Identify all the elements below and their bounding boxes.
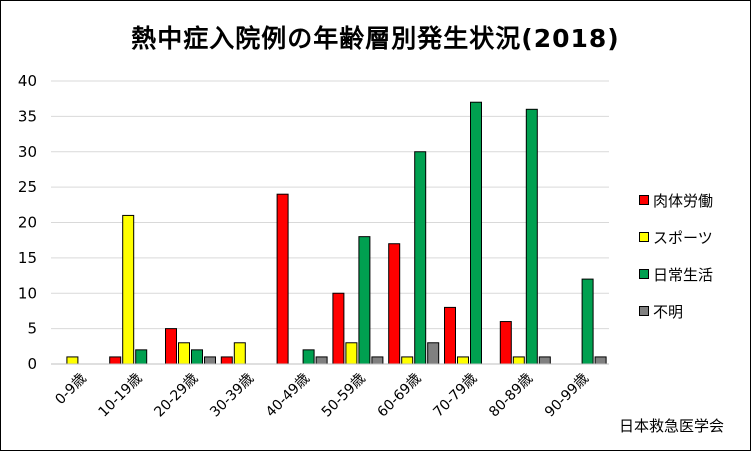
- bar: [499, 321, 512, 365]
- y-tick-label: 15: [18, 249, 37, 267]
- x-axis-ticks: 0-9歳 10-19歳 20-29歳 30-39歳 40-49歳 50-59歳 60-69歳…: [52, 371, 592, 421]
- y-tick-label: 40: [18, 72, 37, 90]
- x-tick-label: 60-69歳: [375, 371, 425, 421]
- x-tick-label: 40-49歳: [263, 371, 313, 421]
- legend: 肉体労働 スポーツ 日常生活 不明: [639, 191, 713, 339]
- bar: [191, 349, 203, 365]
- gridlines: [51, 80, 609, 330]
- bar: [581, 278, 594, 365]
- bar: [444, 306, 456, 365]
- legend-item-sports: スポーツ: [639, 228, 713, 247]
- bar: [512, 356, 525, 365]
- legend-swatch-sports: [639, 232, 649, 242]
- legend-swatch-manual-labor: [639, 195, 649, 205]
- x-tick-label: 20-29歳: [151, 371, 201, 421]
- y-tick-label: 0: [27, 355, 37, 373]
- bar: [220, 356, 233, 365]
- legend-label-daily-life: 日常生活: [653, 265, 714, 284]
- source-credit: 日本救急医学会: [618, 417, 724, 435]
- y-tick-label: 35: [18, 107, 37, 125]
- y-tick-label: 25: [18, 178, 37, 196]
- bar: [525, 108, 538, 365]
- x-tick-label: 70-79歳: [430, 371, 480, 421]
- bar: [315, 356, 328, 365]
- chart-title: 熱中症入院例の年齢層別発生状況(2018): [131, 24, 620, 53]
- bar: [302, 349, 315, 365]
- bar: [401, 356, 414, 365]
- bar: [204, 356, 216, 365]
- bar: [178, 342, 190, 365]
- y-axis-ticks: 0 5 10 15 20 25 30 35 40: [18, 72, 37, 373]
- bar: [538, 356, 551, 365]
- bar: [165, 328, 177, 365]
- bar: [332, 292, 345, 365]
- bar: [233, 342, 246, 365]
- x-tick-label: 90-99歳: [542, 371, 592, 421]
- legend-label-manual-labor: 肉体労働: [653, 191, 714, 210]
- bar: [135, 349, 148, 365]
- bar: [414, 151, 427, 365]
- bar: [594, 356, 607, 365]
- bar: [427, 342, 440, 365]
- legend-swatch-unknown: [639, 306, 649, 316]
- bar: [388, 243, 401, 365]
- x-tick-label: 80-89歳: [486, 371, 536, 421]
- bar: [358, 236, 371, 365]
- legend-swatch-daily-life: [639, 269, 649, 279]
- x-tick-label: 10-19歳: [96, 371, 146, 421]
- bar: [66, 356, 79, 365]
- bars: [66, 101, 607, 365]
- bar: [371, 356, 384, 365]
- legend-item-unknown: 不明: [639, 302, 713, 321]
- bar: [345, 342, 358, 365]
- bar: [122, 214, 135, 365]
- legend-label-sports: スポーツ: [653, 228, 713, 247]
- bar: [457, 356, 469, 365]
- bar: [470, 101, 482, 365]
- bar: [109, 356, 122, 365]
- x-tick-label: 0-9歳: [52, 371, 89, 408]
- x-tick-label: 50-59歳: [319, 371, 369, 421]
- legend-item-manual-labor: 肉体労働: [639, 191, 714, 210]
- y-tick-label: 30: [18, 143, 37, 161]
- legend-label-unknown: 不明: [653, 302, 684, 321]
- bar: [276, 193, 289, 365]
- y-tick-label: 5: [27, 320, 37, 338]
- y-tick-label: 10: [18, 284, 37, 302]
- x-tick-label: 30-39歳: [207, 371, 257, 421]
- y-tick-label: 20: [18, 214, 37, 232]
- legend-item-daily-life: 日常生活: [639, 265, 714, 284]
